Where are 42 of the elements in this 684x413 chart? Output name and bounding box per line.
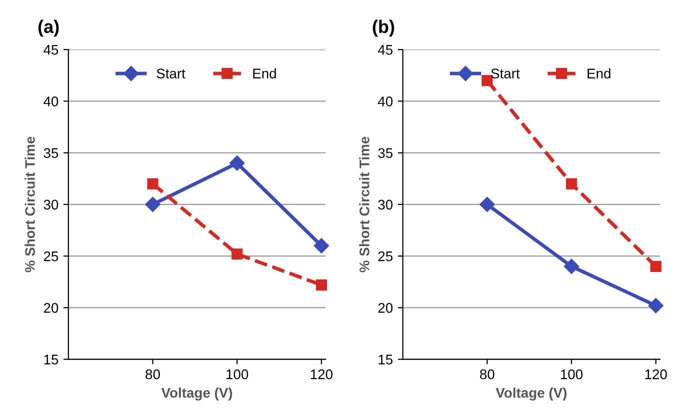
y-tick-label: 25	[44, 251, 58, 262]
legend-label: End	[588, 68, 610, 78]
point	[145, 196, 160, 212]
y-tick-label: 30	[378, 200, 393, 210]
point	[316, 279, 327, 291]
y-tick-label: 15	[44, 354, 58, 364]
y-tick-label: 30	[44, 200, 58, 210]
point	[566, 178, 578, 190]
legend-label: Start	[156, 68, 186, 78]
y-tick-label: 40	[44, 96, 58, 106]
x-axis-title: Voltage (V)	[496, 388, 567, 401]
x-tick-label: 80	[146, 369, 160, 380]
point	[648, 298, 664, 314]
x-tick-label: 80	[480, 369, 494, 380]
y-tick-label: 35	[378, 148, 393, 158]
point	[230, 156, 245, 171]
chart-title: (b)	[372, 20, 394, 37]
x-tick-label: 120	[310, 369, 332, 380]
legend-label: Start	[491, 68, 520, 78]
y-tick-label: 20	[44, 303, 58, 313]
x-tick-label: 120	[645, 369, 667, 380]
legend-label: End	[253, 68, 276, 78]
point	[564, 258, 580, 274]
point	[232, 248, 243, 260]
y-tick-label: 40	[378, 96, 393, 106]
y-tick-label: 15	[378, 354, 393, 364]
chart-title: (a)	[38, 20, 59, 37]
point	[482, 74, 493, 86]
point	[650, 260, 662, 272]
y-axis-title: % Short Circuit Time	[359, 136, 370, 272]
x-tick-label: 100	[560, 369, 583, 380]
point	[480, 196, 495, 212]
point	[147, 178, 158, 190]
x-tick-label: 100	[226, 369, 248, 380]
y-tick-label: 35	[44, 148, 58, 158]
y-tick-label: 45	[44, 45, 58, 55]
y-tick-label: 45	[378, 45, 393, 55]
point	[314, 238, 329, 254]
x-axis-title: Voltage (V)	[161, 388, 232, 401]
y-axis-title: % Short Circuit Time	[24, 136, 35, 272]
y-tick-label: 25	[378, 251, 393, 262]
y-tick-label: 20	[378, 303, 393, 313]
